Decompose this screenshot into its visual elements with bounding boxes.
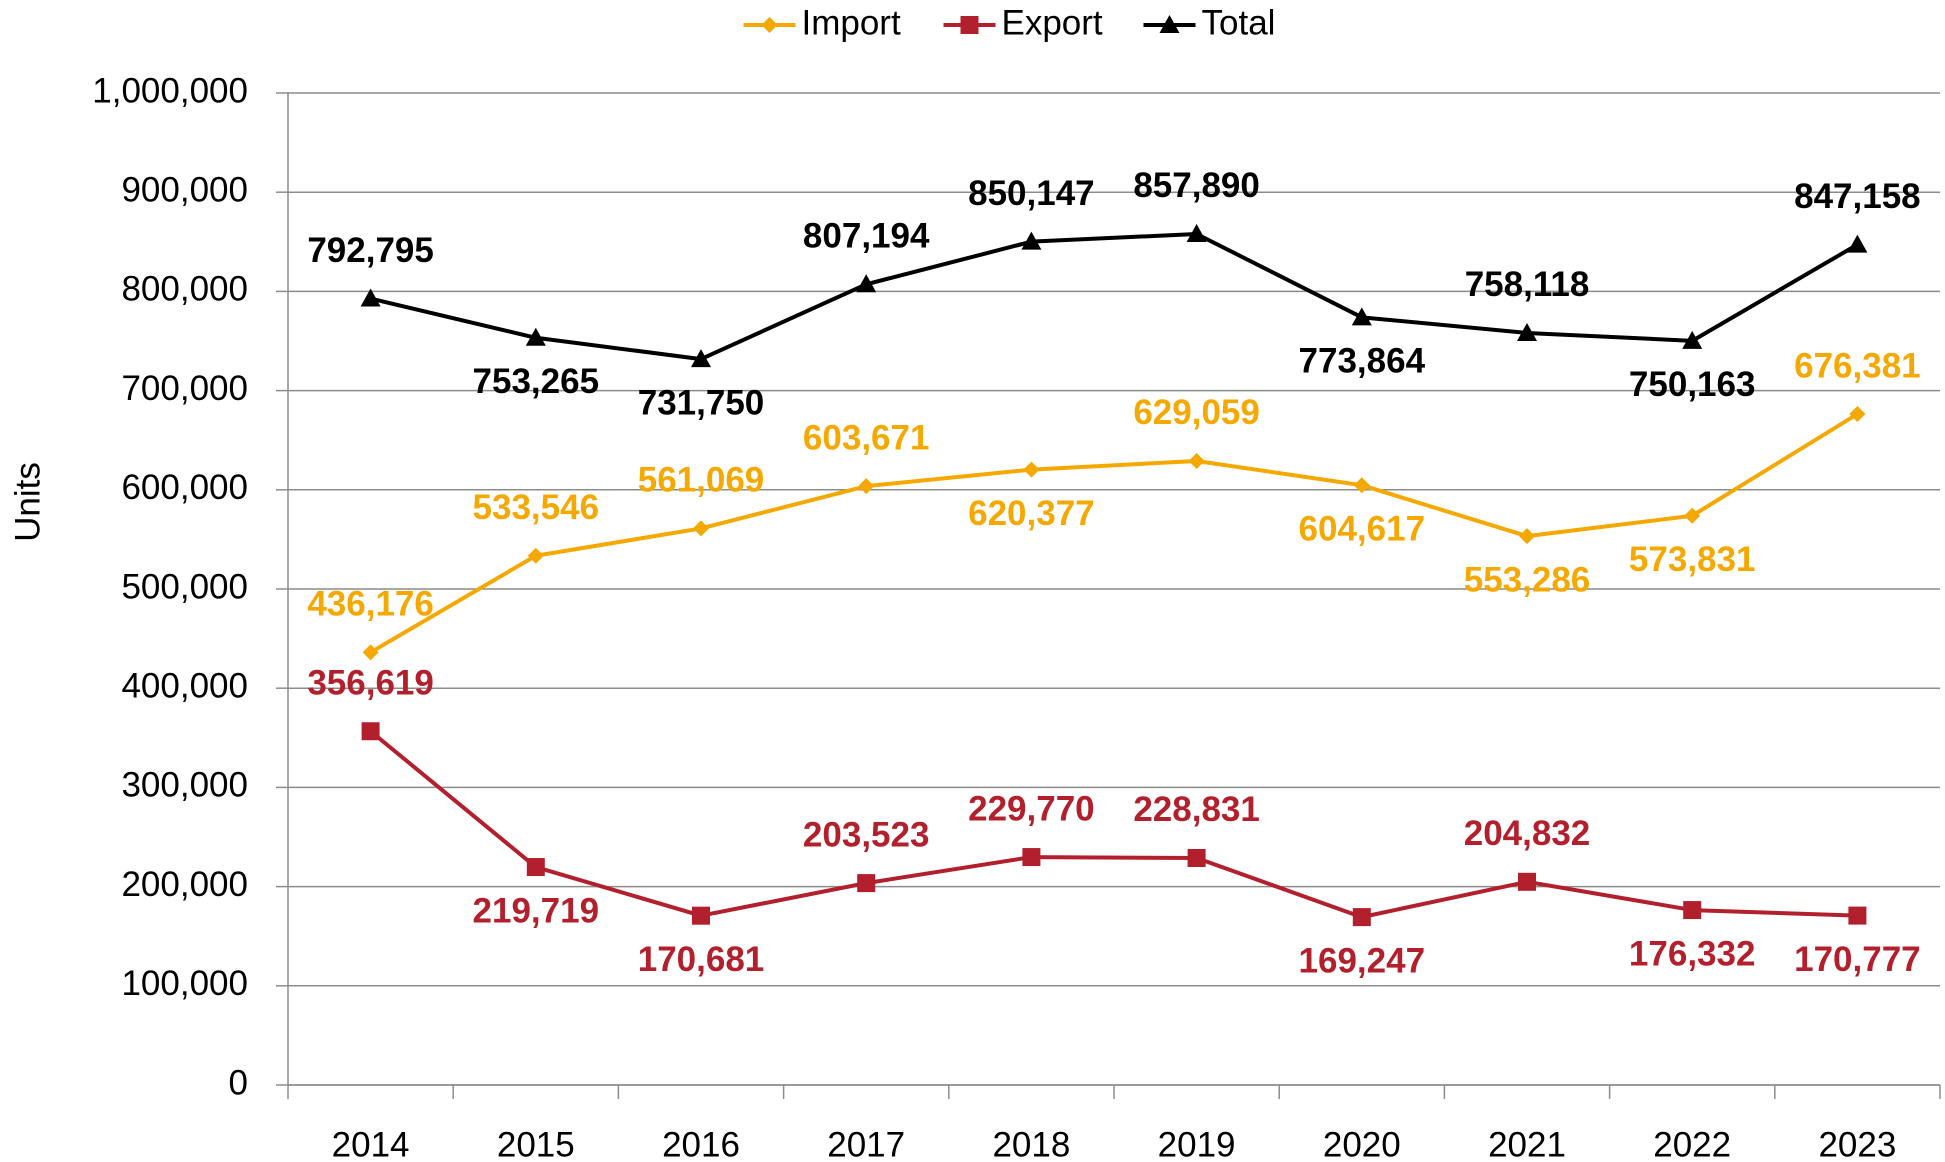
data-label: 773,864: [1299, 342, 1426, 381]
marker: [1023, 461, 1040, 478]
data-label: 807,194: [803, 217, 930, 256]
y-tick-label: 400,000: [121, 666, 248, 705]
data-label: 792,795: [307, 231, 434, 270]
x-tick-label: 2015: [497, 1125, 575, 1162]
marker: [1352, 908, 1371, 927]
x-tick-label: 2017: [827, 1125, 905, 1162]
data-label: 857,890: [1133, 166, 1260, 205]
series-line: [370, 231, 1859, 362]
x-tick-label: 2014: [332, 1125, 410, 1162]
data-label: 436,176: [307, 585, 434, 624]
marker: [1022, 848, 1041, 867]
marker: [1683, 901, 1702, 920]
marker: [1159, 15, 1180, 33]
data-label: 629,059: [1133, 393, 1260, 432]
marker: [1849, 406, 1866, 423]
x-tick-label: 2022: [1653, 1125, 1731, 1162]
marker: [692, 906, 710, 925]
data-label: 356,619: [307, 663, 434, 702]
marker: [527, 547, 544, 564]
series: 356,619 219,719 170,681 203,523 229,770 228,8…: [307, 663, 1920, 980]
data-label: 753,265: [473, 362, 600, 401]
marker: [1848, 906, 1867, 925]
marker: [1682, 330, 1703, 349]
data-label: 758,118: [1465, 265, 1590, 304]
legend: Import Export Total: [743, 3, 1276, 42]
data-label: 561,069: [638, 461, 765, 500]
marker: [1186, 223, 1207, 242]
data-label: 170,777: [1794, 940, 1921, 979]
y-tick-label: 200,000: [121, 865, 248, 904]
y-tick-label: 700,000: [121, 369, 248, 408]
marker: [857, 874, 876, 893]
x-tick-label: 2023: [1818, 1125, 1896, 1162]
data-label: 603,671: [803, 418, 930, 457]
marker: [858, 478, 875, 495]
data-label: 573,831: [1629, 540, 1756, 579]
legend-label: Import: [802, 3, 901, 42]
marker: [1684, 507, 1701, 524]
marker: [1518, 872, 1536, 891]
data-label: 850,147: [968, 174, 1095, 213]
data-label: 847,158: [1794, 177, 1921, 216]
marker: [1517, 322, 1537, 341]
data-label: 170,681: [638, 940, 765, 979]
data-label: 676,381: [1794, 346, 1921, 385]
data-label: 553,286: [1464, 560, 1591, 599]
data-label: 176,332: [1629, 934, 1756, 973]
data-label: 620,377: [968, 494, 1095, 533]
y-tick-label: 100,000: [121, 964, 248, 1003]
marker: [856, 274, 877, 293]
series-line: [369, 729, 1858, 920]
x-tick-label: 2021: [1488, 1125, 1566, 1162]
marker: [1847, 234, 1868, 253]
y-tick-label: 900,000: [121, 170, 248, 209]
data-label: 533,546: [473, 488, 600, 527]
data-label: 219,719: [473, 891, 600, 930]
series: 436,176 533,546 561,069 603,671 620,377 629,0…: [307, 346, 1921, 661]
marker: [1353, 477, 1370, 494]
series: 792,795 753,265 731,750 807,194 850,147 857,8…: [307, 166, 1920, 422]
series-line: [369, 412, 1859, 655]
data-label: 204,832: [1464, 814, 1591, 853]
data-label: 169,247: [1299, 941, 1426, 980]
y-tick-label: 800,000: [121, 270, 248, 309]
x-tick-label: 2020: [1323, 1125, 1401, 1162]
marker: [525, 327, 546, 346]
legend-label: Export: [1002, 3, 1103, 42]
marker: [362, 644, 379, 661]
marker: [1188, 452, 1205, 469]
legend-label: Total: [1202, 3, 1276, 42]
y-axis-label: Units: [8, 462, 47, 542]
x-tick-label: 2019: [1158, 1125, 1236, 1162]
marker: [360, 288, 381, 307]
marker: [761, 17, 778, 33]
data-label: 731,750: [638, 383, 765, 422]
marker: [526, 858, 545, 877]
marker: [361, 722, 380, 741]
data-label: 229,770: [968, 789, 1095, 828]
data-label: 203,523: [803, 815, 930, 854]
y-tick-label: 0: [229, 1063, 248, 1102]
marker: [960, 16, 979, 34]
data-label: 228,831: [1133, 790, 1260, 829]
y-tick-label: 300,000: [121, 766, 248, 805]
marker: [1519, 528, 1535, 545]
data-label: 604,617: [1299, 509, 1426, 548]
marker: [693, 520, 709, 537]
marker: [1187, 848, 1206, 867]
x-tick-label: 2016: [662, 1125, 740, 1162]
marker: [691, 349, 711, 368]
y-tick-label: 1,000,000: [92, 71, 248, 110]
marker: [1021, 231, 1042, 250]
marker: [1351, 307, 1372, 326]
y-tick-label: 600,000: [121, 468, 248, 507]
x-tick-label: 2018: [992, 1125, 1070, 1162]
data-label: 750,163: [1629, 365, 1756, 404]
y-tick-label: 500,000: [121, 567, 248, 606]
